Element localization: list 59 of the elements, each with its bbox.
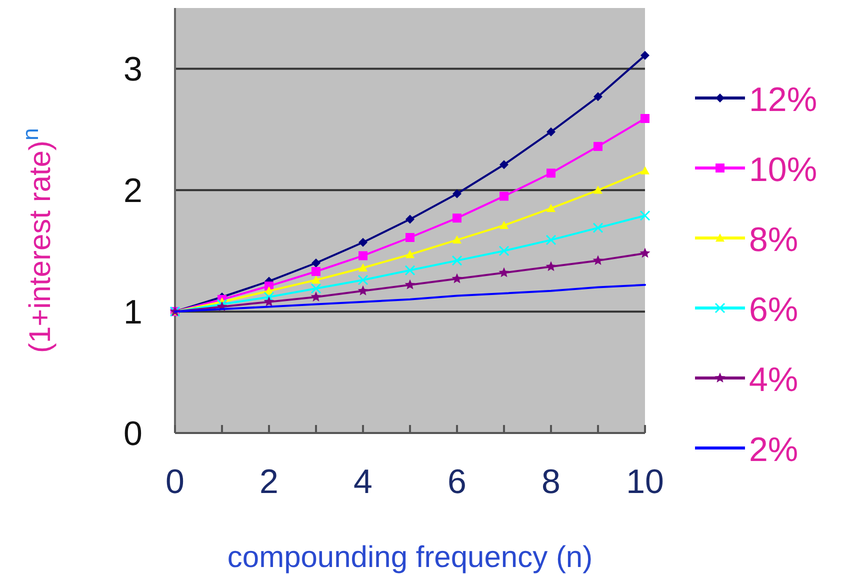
point [358,238,368,247]
point [546,234,556,246]
x-tick-label: 0 [166,463,184,501]
point [310,292,322,302]
point [546,261,556,272]
point [500,220,508,229]
legend-label: 6% [749,291,798,329]
point [358,285,368,296]
point [452,273,462,284]
point [312,258,320,268]
point [640,114,650,123]
x-tick-label: 2 [260,463,278,501]
x-axis-title: compounding frequency (n) [227,541,593,574]
point [592,255,604,266]
point [452,214,462,223]
x-tick-label: 10 [626,463,664,501]
point [546,127,556,136]
point [594,92,602,102]
legend-label: 12% [749,81,818,119]
point [452,189,462,198]
y-tick-label: 1 [124,294,142,332]
point [594,186,602,194]
y-tick-label: 2 [124,172,142,210]
legend-label: 2% [749,431,798,469]
point [546,168,556,178]
x-tick-label: 8 [542,463,560,501]
legend-label: 10% [749,151,818,189]
point [406,233,414,242]
point [498,246,510,256]
point [310,283,322,294]
point [452,255,462,266]
point [312,267,320,276]
point [264,296,274,306]
y-tick-label: 0 [124,415,142,453]
point [500,192,508,201]
point [498,267,510,278]
point [640,166,650,174]
point [404,279,416,290]
x-tick-label: 4 [354,463,372,501]
point [358,263,368,272]
point [592,222,604,234]
point [358,274,368,286]
legend-label: 8% [749,221,798,259]
point [594,142,602,151]
point [312,276,320,284]
point [404,265,416,276]
point [406,250,414,258]
point [640,210,650,221]
point [640,50,650,60]
point [264,292,274,302]
point [452,235,462,244]
y-tick-label: 3 [124,50,142,89]
point [546,204,556,212]
legend-label: 4% [749,361,798,399]
point [640,248,650,258]
point [500,160,508,170]
point [406,214,414,224]
point [358,251,368,260]
x-tick-label: 6 [448,463,466,501]
